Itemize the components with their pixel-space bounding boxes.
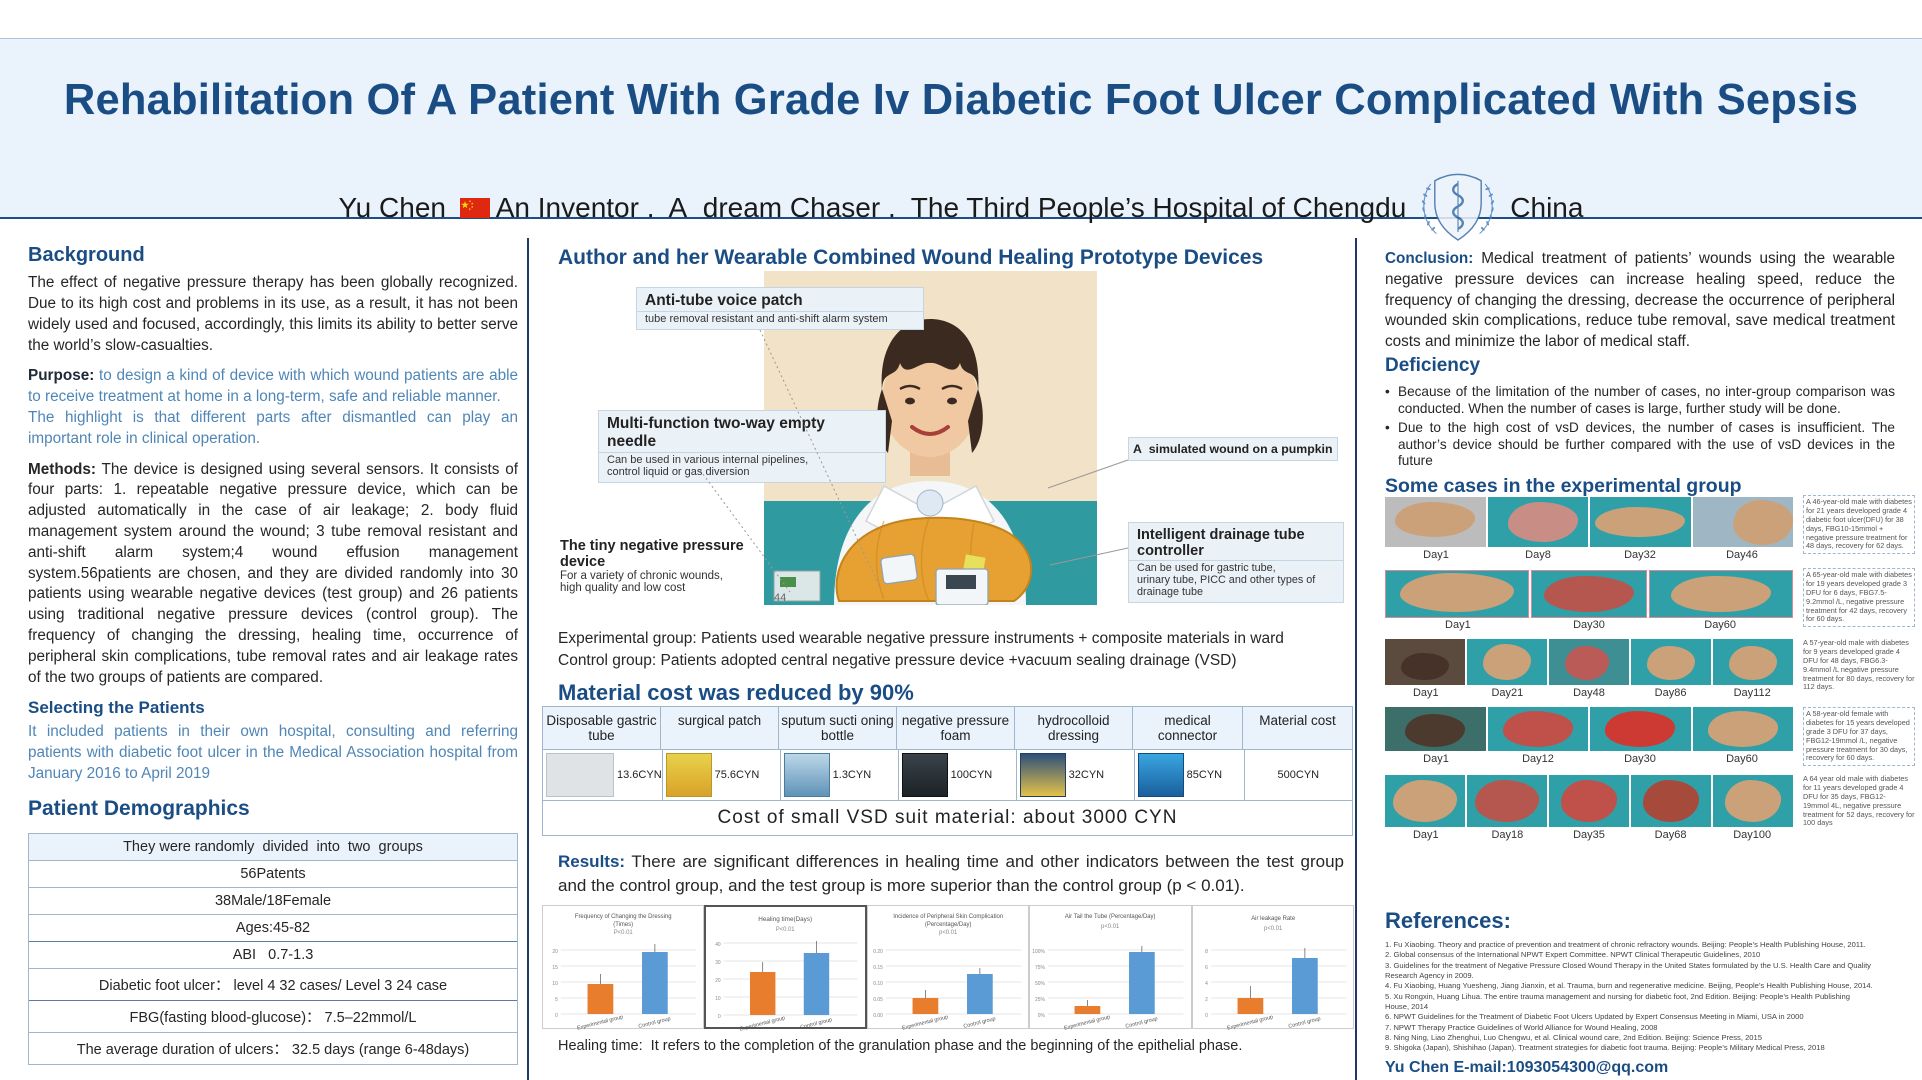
svg-text:20: 20 [552, 949, 558, 955]
svg-text:P<0.01: P<0.01 [614, 930, 634, 936]
svg-text:0.15: 0.15 [873, 965, 883, 971]
svg-text:Air Tail the Tube (Percentage/: Air Tail the Tube (Percentage/Day) [1065, 914, 1156, 920]
svg-text:Control group: Control group [800, 1017, 833, 1031]
svg-text:0.10: 0.10 [873, 981, 883, 987]
svg-text:30: 30 [716, 960, 722, 966]
svg-text:0: 0 [718, 1014, 721, 1020]
svg-text:Air leakage Rate: Air leakage Rate [1251, 916, 1296, 922]
svg-text:10: 10 [552, 981, 558, 987]
svg-text:6: 6 [1205, 965, 1208, 971]
svg-text:Control group: Control group [963, 1016, 996, 1030]
svg-text:5: 5 [555, 997, 558, 1003]
svg-text:0.00: 0.00 [873, 1013, 883, 1019]
svg-text:75%: 75% [1035, 965, 1045, 971]
svg-text:(Percentage/Day): (Percentage/Day) [925, 922, 972, 928]
svg-text:Control group: Control group [1287, 1016, 1320, 1030]
svg-text:(Times): (Times) [613, 922, 633, 928]
svg-text:0.20: 0.20 [873, 949, 883, 955]
svg-text:Experimental group: Experimental group [1064, 1014, 1111, 1030]
svg-text:Experimental group: Experimental group [740, 1015, 787, 1031]
svg-text:0: 0 [555, 1013, 558, 1019]
svg-text:8: 8 [1205, 949, 1208, 955]
svg-text:0.05: 0.05 [873, 997, 883, 1003]
svg-text:2: 2 [1205, 997, 1208, 1003]
svg-text:25%: 25% [1035, 997, 1045, 1003]
svg-text:0%: 0% [1038, 1013, 1046, 1019]
svg-text:20: 20 [716, 978, 722, 984]
svg-text:0: 0 [1205, 1013, 1208, 1019]
svg-text:40: 40 [716, 942, 722, 948]
svg-text:100%: 100% [1032, 949, 1045, 955]
svg-text:15: 15 [552, 965, 558, 971]
svg-text:Experimental group: Experimental group [577, 1014, 624, 1030]
svg-text:Frequency of Changing the Dres: Frequency of Changing the Dressing [575, 914, 672, 920]
svg-text:Control group: Control group [1125, 1016, 1158, 1030]
svg-text:p<0.01: p<0.01 [1264, 926, 1283, 932]
svg-text:4: 4 [1205, 981, 1208, 987]
svg-text:P<0.01: P<0.01 [776, 927, 795, 933]
svg-text:Experimental group: Experimental group [1226, 1014, 1273, 1030]
svg-text:10: 10 [716, 996, 722, 1002]
svg-text:p<0.01: p<0.01 [1101, 924, 1120, 930]
svg-text:50%: 50% [1035, 981, 1045, 987]
svg-text:Control group: Control group [638, 1016, 671, 1030]
svg-text:Incidence of Peripheral Skin C: Incidence of Peripheral Skin Complicatio… [893, 914, 1003, 920]
svg-text:Healing time(Days): Healing time(Days) [759, 916, 813, 923]
svg-text:p<0.01: p<0.01 [939, 930, 958, 936]
svg-text:Experimental group: Experimental group [901, 1014, 948, 1030]
